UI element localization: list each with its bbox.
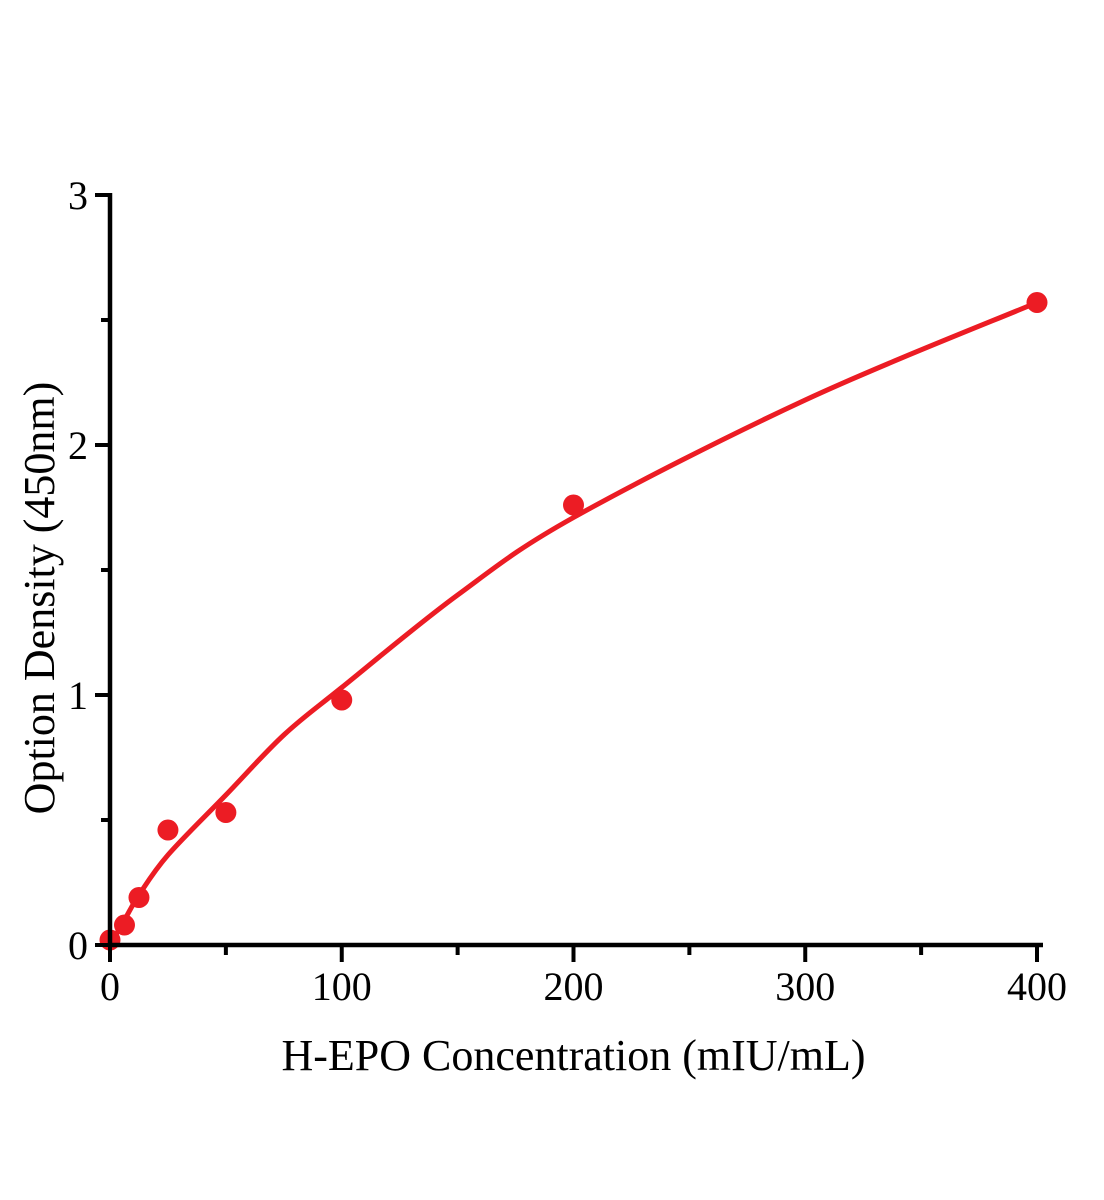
data-point — [113, 914, 135, 936]
y-tick-label: 1 — [68, 673, 88, 718]
x-tick-label: 0 — [100, 964, 120, 1009]
data-point — [563, 494, 584, 516]
x-axis-title: H-EPO Concentration (mIU/mL) — [281, 1031, 866, 1080]
y-tick-label: 2 — [68, 423, 88, 468]
fit-curve — [107, 300, 1040, 948]
y-axis-title: Option Density (450nm) — [15, 381, 64, 815]
data-point — [128, 887, 150, 908]
x-tick-label: 100 — [312, 964, 372, 1009]
x-tick-label: 400 — [1007, 964, 1067, 1009]
y-tick-label: 0 — [68, 923, 88, 968]
x-tick-label: 300 — [775, 964, 835, 1009]
x-tick-label: 200 — [544, 964, 604, 1009]
data-point — [157, 819, 179, 841]
data-point — [331, 689, 353, 711]
data-point — [1026, 292, 1048, 313]
data-point — [215, 802, 237, 823]
y-tick-label: 3 — [68, 173, 88, 218]
